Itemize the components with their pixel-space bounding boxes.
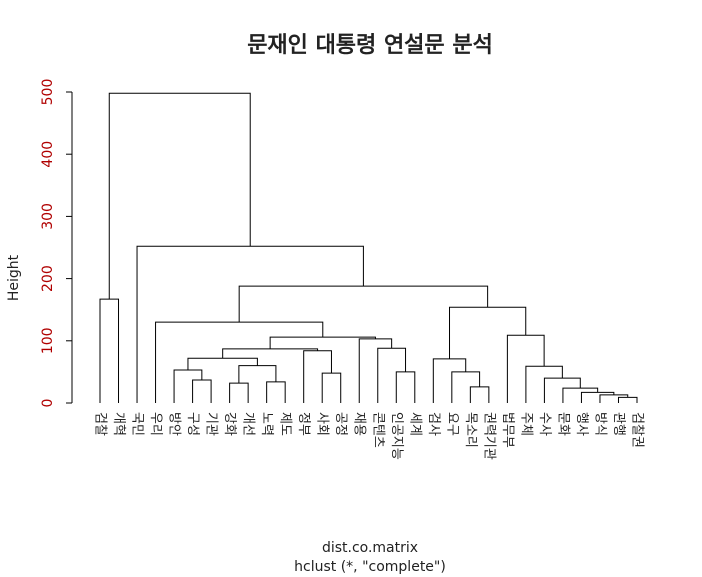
x-axis-label: dist.co.matrix <box>322 540 418 556</box>
dendrogram-link <box>599 394 629 403</box>
y-tick-label: 300 <box>40 203 56 230</box>
dendrogram-link <box>451 371 481 403</box>
leaf-label: 관행 <box>611 412 627 436</box>
dendrogram-link <box>108 92 251 300</box>
dendrogram-link <box>562 387 599 403</box>
leaf-label: 문화 <box>555 412 570 436</box>
dendrogram-link <box>321 372 342 403</box>
leaf-label: 국민 <box>130 412 145 436</box>
dendrogram-link <box>377 347 407 403</box>
leaf-label: 공정 <box>333 412 348 436</box>
leaf-label: 인공지능 <box>389 412 404 460</box>
dendrogram-link <box>136 245 364 403</box>
leaf-label: 기관 <box>204 412 219 436</box>
y-tick-label: 500 <box>40 79 56 106</box>
dendrogram-link <box>449 306 527 359</box>
y-tick-label: 400 <box>40 141 56 168</box>
leaf-label: 구성 <box>185 412 200 436</box>
dendrogram-link <box>173 369 203 403</box>
dendrogram-link <box>303 350 332 403</box>
leaf-label: 재용 <box>352 412 367 436</box>
chart-title: 문재인 대통령 연설문 분석 <box>247 33 493 58</box>
leaf-label: 검사 <box>426 412 441 436</box>
leaf-label: 세계 <box>407 412 422 436</box>
dendrogram-link <box>266 381 286 403</box>
leaf-label: 콘텐츠 <box>370 412 385 448</box>
dendrogram-link <box>432 358 467 403</box>
leaf-label: 수사 <box>537 412 552 436</box>
leaf-label: 방안 <box>167 412 182 436</box>
dendrogram-link <box>395 371 416 403</box>
dendrogram-link <box>187 357 258 371</box>
leaf-label: 제도 <box>278 412 293 436</box>
leaf-label: 주체 <box>518 412 533 436</box>
subtitle: hclust (*, "complete") <box>294 559 446 575</box>
dendrogram-link <box>580 391 615 403</box>
leaf-label: 사회 <box>315 412 330 436</box>
leaf-label: 강화 <box>222 412 237 436</box>
leaf-label: 노력 <box>259 412 274 436</box>
leaf-label: 목소리 <box>463 412 478 448</box>
dendrogram-link <box>229 382 249 403</box>
dendrogram-link <box>155 321 324 403</box>
dendrogram-link <box>469 386 490 403</box>
y-axis-label: Height <box>6 254 22 301</box>
leaf-label: 행사 <box>574 412 590 436</box>
dendrogram-link <box>192 379 212 403</box>
leaf-label: 방식 <box>592 412 607 436</box>
leaf-label: 정부 <box>296 412 311 436</box>
leaf-label: 검찰권 <box>630 412 645 448</box>
dendrogram-link <box>617 396 638 403</box>
leaf-label: 요구 <box>444 412 459 436</box>
dendrogram-link <box>238 365 277 384</box>
leaf-label: 개혁 <box>111 412 126 436</box>
leaf-label: 법무부 <box>500 412 515 448</box>
leaf-label: 검찰 <box>93 412 108 436</box>
dendrogram-link <box>238 285 489 323</box>
y-tick-label: 0 <box>40 399 56 408</box>
dendrogram-link <box>543 377 581 403</box>
leaf-label: 권력기관 <box>481 412 496 460</box>
y-tick-label: 100 <box>40 327 56 354</box>
leaf-label: 우리 <box>148 412 163 436</box>
leaf-label: 개선 <box>241 412 256 436</box>
dendrogram-link <box>99 298 120 403</box>
y-tick-label: 200 <box>40 265 56 292</box>
